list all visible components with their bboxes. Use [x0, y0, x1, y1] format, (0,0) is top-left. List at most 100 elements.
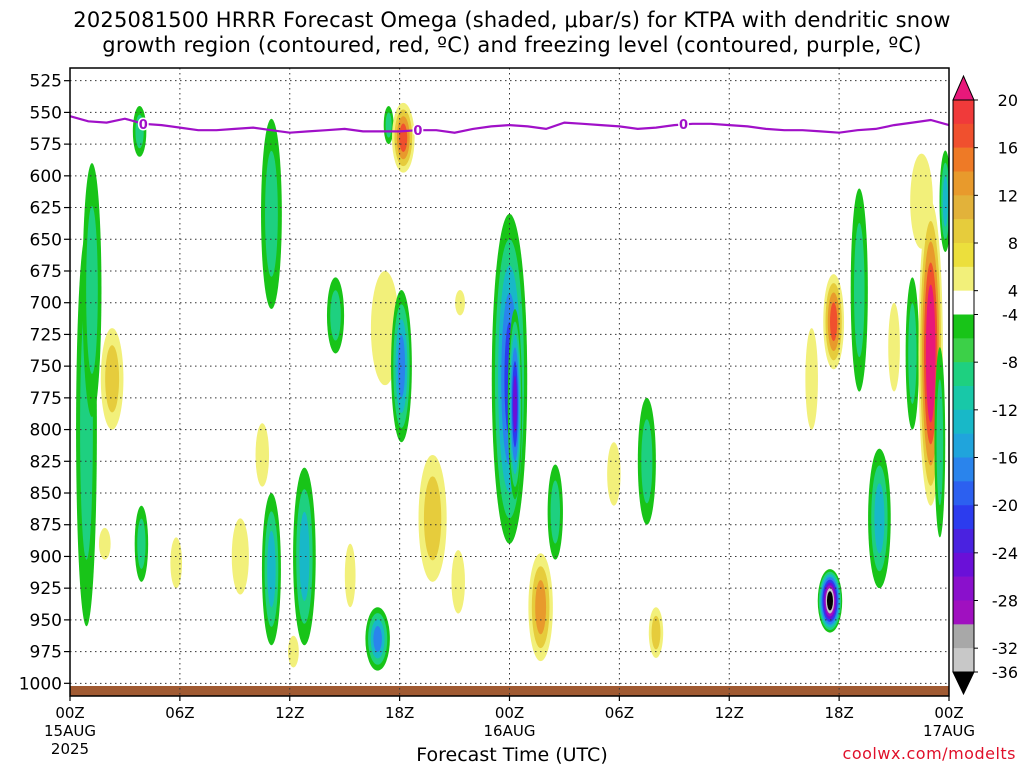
- colorbar-swatch: [953, 505, 974, 530]
- omega-cell: [170, 537, 183, 589]
- x-tick-label: 12Z: [275, 704, 304, 722]
- colorbar-swatch: [953, 243, 974, 268]
- colorbar-tick-label: -32: [992, 639, 1018, 658]
- x-tick-year-label: 2025: [51, 740, 89, 758]
- y-axis: 525 550 575 600 625 650 675 700 725 750 775 800 825 8…: [19, 72, 70, 694]
- omega-cell: [100, 328, 124, 430]
- omega-cell: [255, 423, 270, 487]
- colorbar-swatch: [953, 624, 974, 649]
- colorbar-swatch: [953, 147, 974, 172]
- colorbar-swatch: [953, 576, 974, 601]
- colorbar-bottom-arrow: [952, 671, 975, 696]
- omega-cell: [451, 550, 465, 614]
- omega-contour-fill: [105, 345, 120, 413]
- colorbar-swatch: [953, 386, 974, 411]
- omega-cell: [82, 163, 102, 417]
- chart-title-line-2: growth region (contoured, red, ºC) and f…: [102, 33, 922, 57]
- colorbar-swatch: [953, 338, 974, 363]
- omega-cell: [850, 188, 868, 392]
- colorbar-tick-label: -20: [992, 496, 1018, 515]
- y-tick-label: 525: [30, 72, 62, 92]
- colorbar-swatch: [953, 433, 974, 458]
- x-tick-label: 06Z: [605, 704, 634, 722]
- omega-shading: [76, 102, 949, 671]
- colorbar-swatch: [953, 552, 974, 577]
- colorbar-tick-label: -24: [992, 544, 1018, 563]
- omega-cell: [868, 448, 891, 589]
- x-tick-date-label: 17AUG: [923, 722, 975, 740]
- colorbar-swatch: [953, 409, 974, 434]
- omega-contour-fill: [137, 518, 146, 569]
- omega-cell: [547, 464, 563, 560]
- freezing-level-line: [69, 115, 950, 134]
- freezing-level-label: 0: [413, 124, 422, 139]
- colorbar-swatch: [953, 195, 974, 220]
- omega-contour-fill: [451, 550, 465, 614]
- omega-contour-fill: [830, 302, 838, 342]
- chart-title-line-1: 2025081500 HRRR Forecast Omega (shaded, …: [73, 8, 951, 32]
- omega-contour-fill: [827, 594, 832, 608]
- y-tick-label: 575: [30, 135, 62, 155]
- omega-contour-fill: [550, 480, 560, 544]
- colorbar-swatch: [953, 457, 974, 482]
- colorbar-tick-label: -8: [1002, 353, 1018, 372]
- omega-contour-fill: [344, 543, 356, 608]
- colorbar-tick-label: -12: [992, 401, 1018, 420]
- colorbar-tick-label: 4: [1008, 282, 1018, 301]
- omega-contour-fill: [936, 379, 944, 506]
- colorbar-swatch: [953, 648, 974, 673]
- omega-contour-fill: [86, 206, 98, 374]
- y-tick-label: 600: [30, 167, 62, 187]
- omega-cell: [293, 467, 316, 646]
- x-tick-label: 12Z: [715, 704, 744, 722]
- omega-contour-fill: [299, 511, 310, 602]
- freezing-level-label: 0: [139, 118, 148, 133]
- y-tick-label: 675: [30, 262, 62, 282]
- colorbar-tick-label: -28: [992, 592, 1018, 611]
- omega-cell: [326, 277, 345, 354]
- omega-cell: [607, 442, 621, 506]
- omega-cell: [98, 527, 111, 560]
- y-tick-label: 775: [30, 389, 62, 409]
- omega-cell: [391, 102, 415, 173]
- freezing-level-label: 0: [679, 118, 688, 133]
- omega-cell: [344, 543, 356, 608]
- x-tick-date-label: 16AUG: [484, 722, 536, 740]
- colorbar-swatch: [953, 266, 974, 291]
- omega-contour-fill: [874, 483, 885, 554]
- omega-contour-fill: [805, 328, 818, 430]
- omega-contour-fill: [399, 123, 408, 152]
- colorbar-swatch: [953, 123, 974, 148]
- y-tick-label: 725: [30, 325, 62, 345]
- x-tick-label: 00Z: [934, 704, 963, 722]
- colorbar-swatch: [953, 314, 974, 339]
- y-tick-label: 975: [30, 643, 62, 663]
- omega-cell: [261, 118, 282, 310]
- x-tick-label: 18Z: [385, 704, 414, 722]
- omega-contour-fill: [853, 222, 865, 358]
- omega-contour-fill: [908, 303, 917, 404]
- omega-contour-fill: [423, 476, 442, 561]
- omega-contour-fill: [927, 307, 934, 400]
- omega-contour-fill: [641, 419, 653, 504]
- omega-contour-fill: [535, 580, 547, 635]
- y-tick-label: 875: [30, 516, 62, 536]
- x-axis-label: Forecast Time (UTC): [416, 744, 608, 766]
- colorbar-swatch: [953, 100, 974, 125]
- omega-cell: [528, 553, 553, 662]
- omega-cell: [823, 274, 845, 370]
- colorbar-swatch: [953, 481, 974, 506]
- ground-surface: [70, 686, 949, 696]
- y-tick-label: 625: [30, 199, 62, 219]
- colorbar-tick-label: 12: [998, 186, 1018, 205]
- y-tick-label: 950: [30, 611, 62, 631]
- omega-cell: [365, 607, 390, 671]
- omega-cell: [888, 302, 900, 392]
- omega-contour-fill: [267, 530, 276, 608]
- omega-cell: [288, 635, 299, 668]
- colorbar-swatch: [953, 529, 974, 554]
- omega-contour-fill: [942, 175, 948, 227]
- omega-cell: [805, 328, 818, 430]
